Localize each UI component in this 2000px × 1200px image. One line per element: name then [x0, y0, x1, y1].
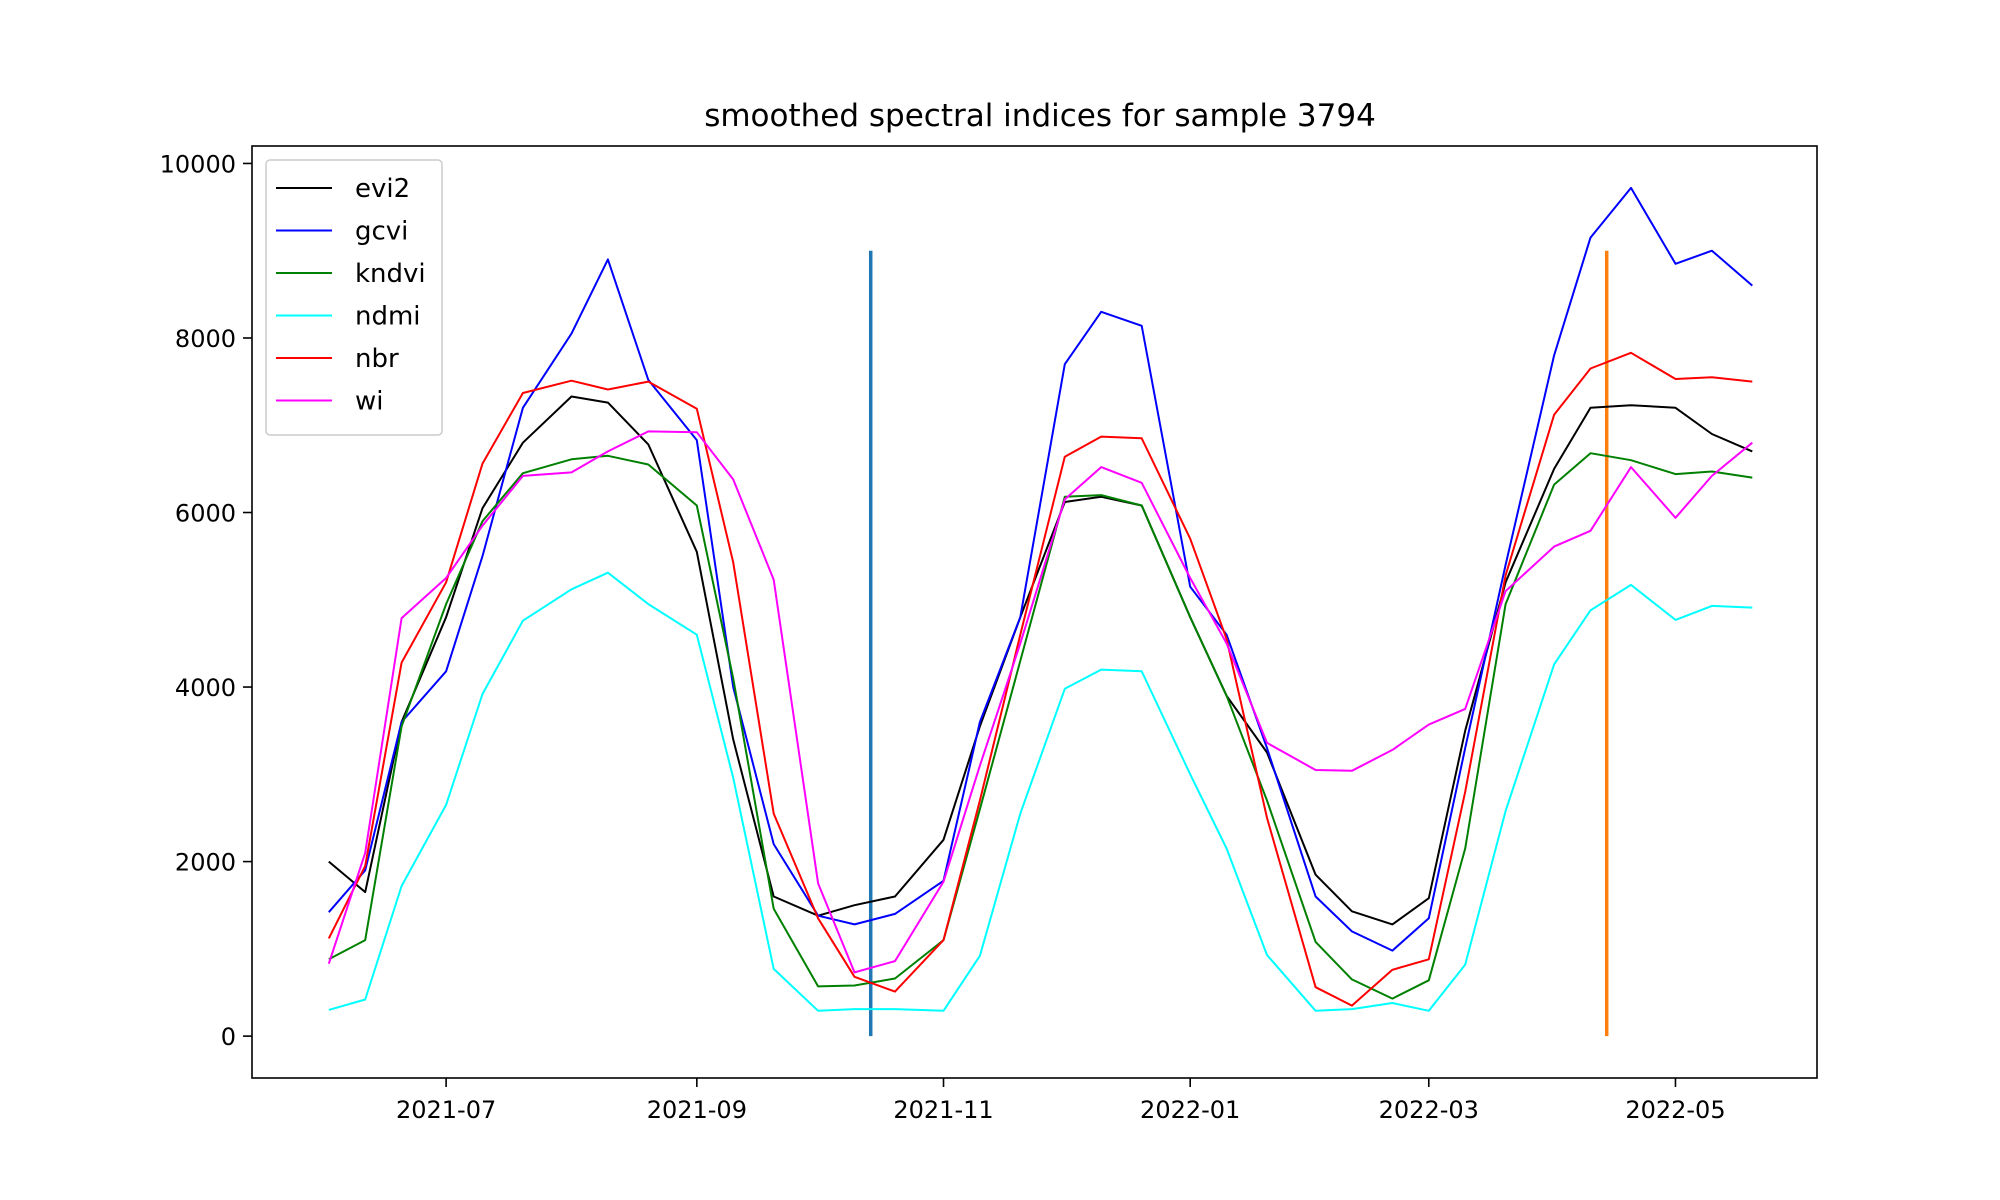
- y-tick-label: 2000: [175, 849, 236, 877]
- series-line-wi: [327, 430, 1753, 974]
- x-axis: 2021-07 2021-09 2021-11 2022-01 2022-03 2022-…: [396, 1078, 1726, 1124]
- x-tick-label: 2021-09: [647, 1096, 747, 1124]
- legend-label-nbr: nbr: [355, 344, 399, 374]
- legend-label-gcvi: gcvi: [355, 217, 408, 247]
- chart-title: smoothed spectral indices for sample 379…: [704, 98, 1376, 134]
- series-line-nbr: [327, 351, 1753, 1007]
- vertical-markers: [868, 250, 1609, 1037]
- x-tick-label: 2021-11: [893, 1096, 993, 1124]
- legend-label-kndvi: kndvi: [355, 259, 426, 289]
- y-tick-label: 4000: [175, 674, 236, 702]
- y-tick-label: 10000: [160, 150, 236, 178]
- legend: evi2 gcvi kndvi ndmi nbr wi: [265, 159, 443, 436]
- x-tick-label: 2022-01: [1140, 1096, 1240, 1124]
- plot-frame: [251, 145, 1818, 1079]
- series-line-evi2: [328, 395, 1753, 926]
- x-tick-label: 2022-05: [1625, 1096, 1725, 1124]
- legend-box: [265, 159, 443, 436]
- x-tick-label: 2022-03: [1379, 1096, 1479, 1124]
- y-axis: 0 2000 4000 6000 8000 10000: [160, 150, 252, 1051]
- y-tick-label: 0: [221, 1023, 236, 1051]
- series-line-gcvi: [328, 186, 1753, 952]
- y-tick-label: 8000: [175, 325, 236, 353]
- legend-label-wi: wi: [355, 387, 384, 417]
- legend-label-ndmi: ndmi: [355, 302, 421, 332]
- series-lines: [327, 186, 1753, 1012]
- legend-label-evi2: evi2: [355, 174, 410, 204]
- series-line-ndmi: [328, 571, 1753, 1012]
- x-tick-label: 2021-07: [396, 1096, 496, 1124]
- y-tick-label: 6000: [175, 500, 236, 528]
